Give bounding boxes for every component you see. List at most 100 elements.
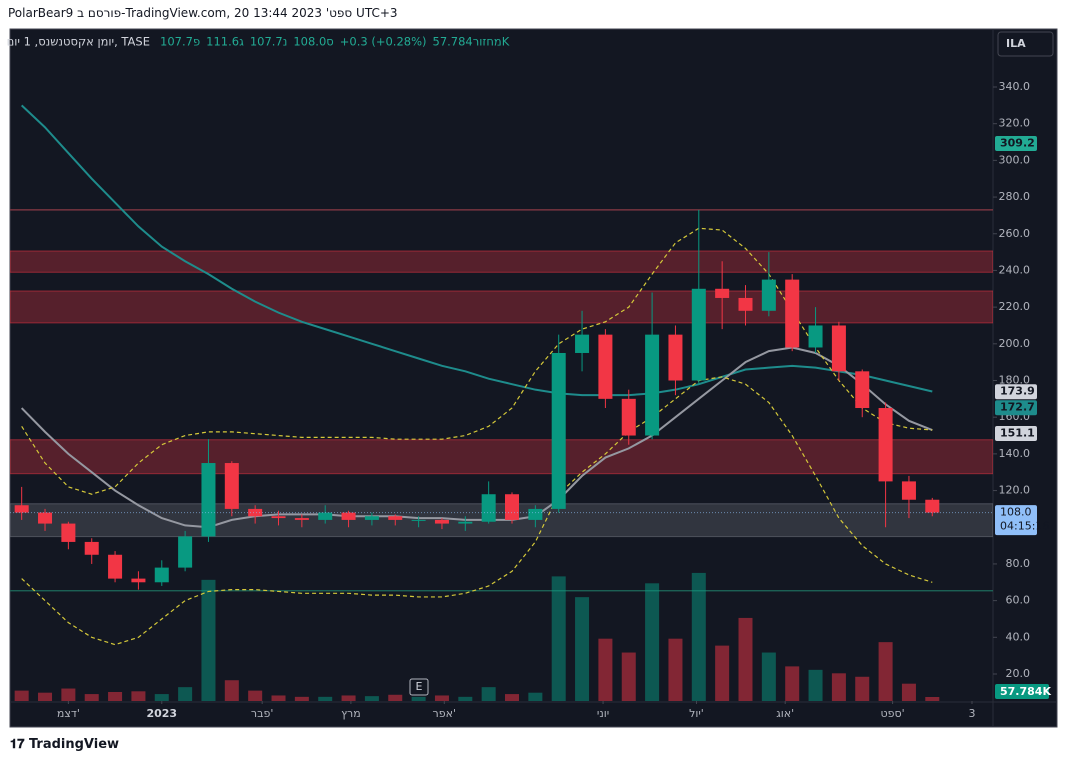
volume-bar bbox=[528, 692, 543, 701]
candle-body bbox=[271, 516, 286, 519]
volume-bar bbox=[808, 669, 823, 701]
volume-bar bbox=[575, 597, 590, 701]
zone bbox=[10, 290, 993, 324]
volume-bar bbox=[294, 696, 309, 701]
candle-body bbox=[84, 541, 99, 555]
price-tag bbox=[995, 384, 1037, 400]
zone bbox=[10, 250, 993, 273]
legend-stat: +0.3 (+0.28%) bbox=[340, 35, 427, 49]
volume-bar bbox=[154, 694, 169, 701]
event-marker bbox=[409, 678, 429, 696]
x-tick-label: אוג' bbox=[776, 707, 794, 720]
price-tag bbox=[995, 135, 1037, 151]
y-tick-label: 300.0 bbox=[999, 153, 1031, 166]
candle-body bbox=[154, 567, 169, 583]
x-tick-label: 3 bbox=[968, 707, 975, 720]
candle-body bbox=[621, 398, 636, 436]
candle-body bbox=[341, 512, 356, 520]
volume-bar bbox=[271, 695, 286, 701]
volume-bar bbox=[178, 687, 193, 701]
candle-body bbox=[481, 494, 496, 522]
volume-bar bbox=[364, 696, 379, 701]
volume-bar bbox=[831, 673, 846, 701]
x-tick-label: יוני bbox=[597, 707, 609, 720]
volume-bar bbox=[505, 694, 520, 701]
volume-bar bbox=[855, 676, 870, 701]
plot bbox=[10, 104, 993, 701]
y-tick-label: 200.0 bbox=[999, 337, 1031, 350]
y-tick-label: 20.0 bbox=[1006, 667, 1031, 680]
brand: 𝟏𝟕 TradingView bbox=[10, 737, 120, 752]
volume-bar bbox=[84, 694, 99, 701]
price-tag-label: 309.2 bbox=[1000, 136, 1035, 149]
volume-bar bbox=[411, 696, 426, 701]
candle-body bbox=[598, 334, 613, 399]
series-line bbox=[21, 376, 933, 646]
volume-tag bbox=[995, 684, 1049, 699]
price-tag-label: 172.7 bbox=[1000, 401, 1035, 414]
volume-tag-label: 57.784K bbox=[1000, 685, 1051, 698]
volume-bar bbox=[38, 692, 53, 701]
legend-stat: ג111.6 bbox=[206, 35, 244, 49]
candle-body bbox=[528, 508, 543, 520]
volume-bar bbox=[131, 691, 146, 701]
candle-body bbox=[294, 518, 309, 520]
volume-bar bbox=[248, 690, 263, 701]
series-line bbox=[20, 346, 933, 529]
volume-bar bbox=[691, 572, 706, 701]
volume-bar bbox=[668, 638, 683, 701]
candle-body bbox=[38, 512, 53, 524]
candle-body bbox=[224, 463, 239, 509]
series-line bbox=[21, 227, 933, 495]
volume-bar bbox=[925, 696, 940, 701]
volume-bar bbox=[598, 638, 613, 701]
candle-body bbox=[761, 279, 776, 311]
price-tag-label: 173.9 bbox=[1000, 385, 1035, 398]
candle-body bbox=[318, 512, 333, 520]
y-tick-label: 240.0 bbox=[999, 263, 1031, 276]
currency-button[interactable] bbox=[997, 31, 1054, 57]
y-tick-label: 320.0 bbox=[999, 117, 1031, 130]
candle-body bbox=[878, 408, 893, 482]
y-tick-label: 220.0 bbox=[999, 300, 1031, 313]
candle-body bbox=[901, 481, 916, 500]
volume-bar bbox=[645, 583, 660, 701]
volume-bar bbox=[901, 683, 916, 701]
volume-bar bbox=[481, 687, 496, 701]
candle-body bbox=[668, 334, 683, 381]
candle-body bbox=[738, 297, 753, 311]
price-tag-label: 108.0 bbox=[1000, 506, 1032, 519]
candle-body bbox=[388, 516, 403, 520]
volume-bar bbox=[108, 692, 123, 701]
candle-body bbox=[411, 519, 426, 521]
y-tick-label: 340.0 bbox=[999, 80, 1031, 93]
candle-body bbox=[248, 508, 263, 517]
candle-body bbox=[14, 505, 29, 513]
x-tick-label: ספט' bbox=[881, 707, 905, 720]
candle-body bbox=[551, 352, 566, 509]
volume-bar bbox=[761, 652, 776, 701]
x-tick-label: מרץ bbox=[341, 707, 361, 720]
volume-bar bbox=[201, 579, 216, 701]
y-tick-label: 80.0 bbox=[1006, 557, 1031, 570]
volume-bar bbox=[715, 645, 730, 701]
candle-body bbox=[855, 371, 870, 409]
volume-bar bbox=[551, 576, 566, 701]
candle-body bbox=[131, 578, 146, 583]
volume-bar bbox=[341, 695, 356, 701]
price-tag-label: 151.1 bbox=[1000, 427, 1035, 440]
volume-bar bbox=[458, 696, 473, 701]
legend-stat: פ107.7 bbox=[160, 35, 200, 49]
header: PolarBear9 פורסם ב-TradingView.com, 20 ס… bbox=[8, 6, 398, 20]
candle-body bbox=[505, 494, 520, 520]
volume-bar bbox=[388, 694, 403, 701]
price-tag bbox=[995, 505, 1037, 536]
legend-stat: נ107.7 bbox=[250, 35, 288, 49]
event-marker-label: E bbox=[416, 680, 423, 693]
candle-body bbox=[925, 499, 940, 513]
candle-body bbox=[178, 536, 193, 568]
x-tick-label: דצמ' bbox=[57, 707, 80, 720]
volume-bar bbox=[434, 695, 449, 701]
y-tick-label: 120.0 bbox=[999, 484, 1031, 497]
